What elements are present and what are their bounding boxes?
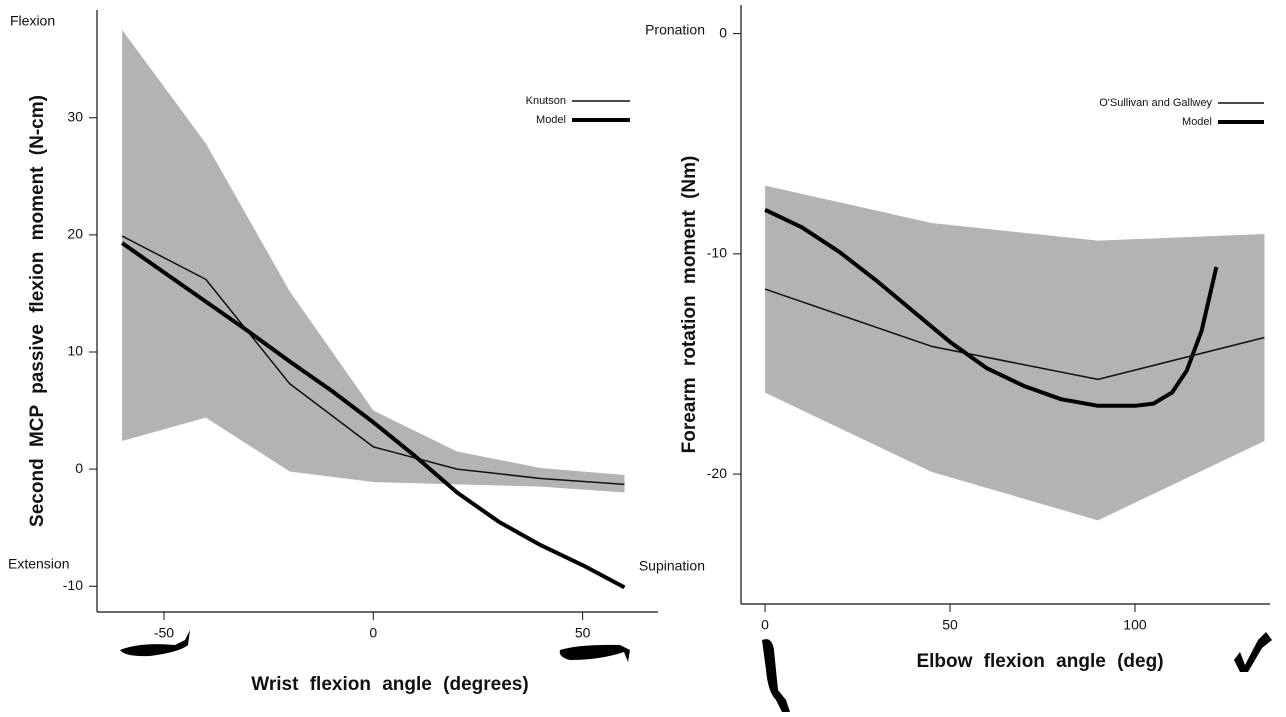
annotation: Supination xyxy=(639,558,705,574)
arm-icon xyxy=(1234,632,1272,672)
x-tick-label: 0 xyxy=(369,625,377,641)
series-line xyxy=(120,241,626,590)
arm-icon xyxy=(762,639,790,712)
band xyxy=(765,185,1265,521)
y-tick-label: 20 xyxy=(67,226,83,242)
x-tick-label: 100 xyxy=(1123,617,1147,633)
y-tick-label: -10 xyxy=(63,577,83,593)
y-tick-label: -20 xyxy=(707,465,727,481)
x-tick-label: -50 xyxy=(154,625,174,641)
x-axis-title: Elbow flexion angle (deg) xyxy=(916,651,1163,672)
y-axis-title: Forearm rotation moment (Nm) xyxy=(679,156,700,454)
series-line xyxy=(764,288,1265,381)
legend-label: O'Sullivan and Gallwey xyxy=(1099,97,1212,109)
hand-icon xyxy=(120,630,190,657)
series-line xyxy=(121,235,625,486)
annotation: Pronation xyxy=(645,22,705,38)
annotation: Extension xyxy=(8,556,69,572)
x-axis-title: Wrist flexion angle (degrees) xyxy=(251,674,528,695)
hand-icon xyxy=(559,644,630,662)
x-tick-label: 0 xyxy=(761,617,769,633)
y-tick-label: 30 xyxy=(67,108,83,124)
y-axis-title: Second MCP passive flexion moment (N-cm) xyxy=(27,95,48,527)
y-tick-label: -10 xyxy=(707,245,727,261)
y-tick-label: 0 xyxy=(719,24,727,40)
legend-label: Knutson xyxy=(526,95,566,107)
x-tick-label: 50 xyxy=(575,625,591,641)
y-tick-label: 0 xyxy=(75,460,83,476)
annotation: Flexion xyxy=(10,13,55,29)
legend-label: Model xyxy=(536,114,566,126)
band xyxy=(122,29,625,493)
legend-label: Model xyxy=(1182,116,1212,128)
x-tick-label: 50 xyxy=(942,617,958,633)
series-line xyxy=(764,207,1219,408)
y-tick-label: 10 xyxy=(67,343,83,359)
